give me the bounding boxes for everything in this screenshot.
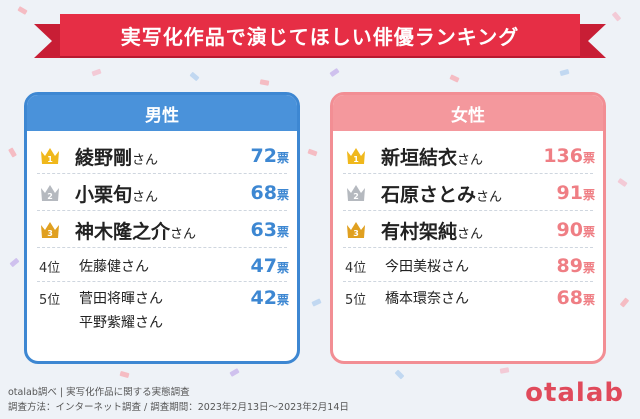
actor-name: 綾野剛 [75,146,133,169]
divider [343,247,593,248]
ranking-row: 2 小栗旬さん 68票 [27,178,297,208]
rank-label: 4位 [39,260,61,276]
vote-count: 91票 [556,182,595,204]
otalab-logo: otalab [525,378,624,408]
ranking-row: 1 綾野剛さん 72票 [27,141,297,171]
ranking-row: 2 石原さとみさん 91票 [333,178,603,208]
vote-count: 68票 [250,182,289,204]
actor-name: 神木隆之介 [75,220,171,243]
divider [37,210,287,211]
ranking-row: 3 神木隆之介さん 63票 [27,215,297,245]
vote-count: 63票 [250,219,289,241]
rank-number: 2 [47,192,53,201]
rank-number: 3 [47,229,53,238]
female-ranking-panel: 女性 1 新垣結衣さん 136票 2 石原さとみさん 91票 [330,92,606,364]
vote-count: 72票 [250,145,289,167]
ranking-row: 5位 橋本環奈さん 68票 [333,283,603,313]
source-note: otalab調べ | 実写化作品に関する実態調査 [8,387,190,398]
actor-name: 小栗旬 [75,183,133,206]
page-title: 実写化作品で演じてほしい俳優ランキング [60,14,580,56]
divider [343,281,593,282]
gold-crown-icon: 1 [347,148,365,164]
bronze-crown-icon: 3 [347,222,365,238]
actress-name: 有村架純 [381,220,458,243]
divider [343,173,593,174]
vote-count: 47票 [250,255,289,277]
actor-name: 菅田将暉さん [79,291,163,307]
rank-label: 5位 [345,292,367,308]
divider [37,247,287,248]
actress-name: 石原さとみ [381,183,477,206]
ranking-row: 5位 菅田将暉さん 42票 [27,283,297,313]
name-suffix: さん [457,152,484,168]
vote-count: 68票 [556,287,595,309]
gold-crown-icon: 1 [41,148,59,164]
title-ribbon: 実写化作品で演じてほしい俳優ランキング [34,10,606,66]
name-suffix: さん [170,226,197,242]
silver-crown-icon: 2 [347,185,365,201]
vote-count: 89票 [556,255,595,277]
ranking-row: 4位 佐藤健さん 47票 [27,251,297,281]
vote-count: 42票 [250,287,289,309]
vote-count: 90票 [556,219,595,241]
name-suffix: さん [132,189,159,205]
actor-name: 佐藤健さん [79,259,149,275]
survey-method-note: 調査方法：インターネット調査 / 調査期間：2023年2月13日～2023年2月… [8,402,349,413]
rank-label: 4位 [345,260,367,276]
divider [343,210,593,211]
ranking-row: 1 新垣結衣さん 136票 [333,141,603,171]
rank-number: 1 [353,155,359,164]
male-panel-heading: 男性 [27,95,297,131]
ranking-row: 3 有村架純さん 90票 [333,215,603,245]
vote-count: 136票 [543,145,595,167]
rank-number: 2 [353,192,359,201]
silver-crown-icon: 2 [41,185,59,201]
rank-label: 5位 [39,292,61,308]
rank-number: 1 [47,155,53,164]
ranking-row-tied: 平野紫耀さん [27,307,297,337]
divider [37,281,287,282]
name-suffix: さん [132,152,159,168]
bronze-crown-icon: 3 [41,222,59,238]
rank-number: 3 [353,229,359,238]
name-suffix: さん [457,226,484,242]
actor-name: 平野紫耀さん [79,315,163,331]
actress-name: 今田美桜さん [385,259,469,275]
actress-name: 橋本環奈さん [385,291,469,307]
female-panel-heading: 女性 [333,95,603,131]
actress-name: 新垣結衣 [381,146,458,169]
name-suffix: さん [476,189,503,205]
male-ranking-panel: 男性 1 綾野剛さん 72票 2 小栗旬さん 68票 [24,92,300,364]
ranking-row: 4位 今田美桜さん 89票 [333,251,603,281]
divider [37,173,287,174]
